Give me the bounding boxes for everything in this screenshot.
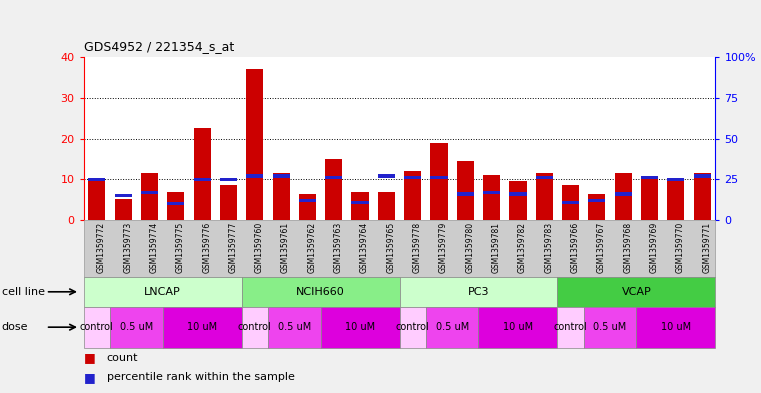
- Bar: [667, 181, 684, 220]
- Text: ■: ■: [84, 371, 95, 384]
- Bar: [693, 173, 711, 220]
- Bar: [247, 69, 263, 220]
- Bar: [299, 199, 316, 202]
- Bar: [115, 199, 132, 220]
- Text: control: control: [238, 322, 272, 332]
- Bar: [377, 174, 395, 178]
- Text: dose: dose: [2, 322, 28, 332]
- Bar: [588, 199, 606, 202]
- Bar: [220, 178, 237, 181]
- Text: LNCAP: LNCAP: [145, 287, 181, 297]
- Text: GSM1359783: GSM1359783: [544, 222, 553, 273]
- Text: GSM1359761: GSM1359761: [281, 222, 290, 273]
- Text: GSM1359762: GSM1359762: [307, 222, 317, 273]
- Text: 10 uM: 10 uM: [345, 322, 375, 332]
- Bar: [509, 192, 527, 196]
- Bar: [404, 176, 422, 179]
- Text: GSM1359772: GSM1359772: [97, 222, 106, 273]
- Bar: [325, 176, 342, 179]
- Text: GSM1359781: GSM1359781: [492, 222, 501, 273]
- Bar: [141, 191, 158, 194]
- Bar: [193, 178, 211, 181]
- Text: GSM1359775: GSM1359775: [176, 222, 185, 273]
- Text: GSM1359770: GSM1359770: [676, 222, 685, 273]
- Text: GSM1359777: GSM1359777: [228, 222, 237, 273]
- Text: PC3: PC3: [468, 287, 489, 297]
- Bar: [167, 191, 184, 220]
- Text: GSM1359776: GSM1359776: [202, 222, 211, 273]
- Text: GSM1359779: GSM1359779: [439, 222, 448, 273]
- Text: GSM1359769: GSM1359769: [650, 222, 658, 273]
- Bar: [167, 202, 184, 206]
- Bar: [457, 192, 474, 196]
- Text: count: count: [107, 353, 138, 363]
- Text: 0.5 uM: 0.5 uM: [594, 322, 627, 332]
- Bar: [352, 200, 368, 204]
- Bar: [141, 173, 158, 220]
- Bar: [641, 179, 658, 220]
- Text: 0.5 uM: 0.5 uM: [278, 322, 311, 332]
- Bar: [483, 175, 500, 220]
- Text: 0.5 uM: 0.5 uM: [119, 322, 153, 332]
- Bar: [562, 185, 579, 220]
- Bar: [667, 178, 684, 181]
- Text: GSM1359780: GSM1359780: [465, 222, 474, 273]
- Bar: [693, 174, 711, 178]
- Bar: [220, 185, 237, 220]
- Text: GSM1359771: GSM1359771: [702, 222, 712, 273]
- Bar: [115, 194, 132, 197]
- Text: control: control: [396, 322, 429, 332]
- Text: GSM1359765: GSM1359765: [387, 222, 396, 273]
- Bar: [272, 174, 290, 178]
- Bar: [404, 171, 422, 220]
- Bar: [615, 192, 632, 196]
- Bar: [377, 191, 395, 220]
- Text: GSM1359767: GSM1359767: [597, 222, 606, 273]
- Bar: [536, 176, 552, 179]
- Bar: [247, 174, 263, 178]
- Bar: [483, 191, 500, 194]
- Text: GSM1359774: GSM1359774: [149, 222, 158, 273]
- Text: 10 uM: 10 uM: [503, 322, 533, 332]
- Text: 10 uM: 10 uM: [661, 322, 691, 332]
- Bar: [431, 176, 447, 179]
- Bar: [509, 181, 527, 220]
- Bar: [272, 173, 290, 220]
- Bar: [88, 178, 106, 181]
- Bar: [536, 173, 552, 220]
- Bar: [352, 191, 368, 220]
- Text: control: control: [80, 322, 113, 332]
- Text: GSM1359763: GSM1359763: [334, 222, 342, 273]
- Text: GSM1359778: GSM1359778: [412, 222, 422, 273]
- Text: VCAP: VCAP: [622, 287, 651, 297]
- Text: cell line: cell line: [2, 287, 45, 297]
- Text: GSM1359760: GSM1359760: [255, 222, 264, 273]
- Bar: [588, 194, 606, 220]
- Bar: [457, 161, 474, 220]
- Bar: [325, 159, 342, 220]
- Bar: [193, 129, 211, 220]
- Bar: [299, 194, 316, 220]
- Text: 10 uM: 10 uM: [187, 322, 217, 332]
- Bar: [562, 200, 579, 204]
- Text: GDS4952 / 221354_s_at: GDS4952 / 221354_s_at: [84, 40, 234, 53]
- Bar: [88, 181, 106, 220]
- Text: GSM1359766: GSM1359766: [571, 222, 580, 273]
- Text: 0.5 uM: 0.5 uM: [435, 322, 469, 332]
- Text: GSM1359768: GSM1359768: [623, 222, 632, 273]
- Text: control: control: [554, 322, 587, 332]
- Text: percentile rank within the sample: percentile rank within the sample: [107, 372, 295, 382]
- Text: ■: ■: [84, 351, 95, 364]
- Text: GSM1359782: GSM1359782: [518, 222, 527, 273]
- Bar: [641, 176, 658, 179]
- Text: NCIH660: NCIH660: [296, 287, 345, 297]
- Bar: [431, 143, 447, 220]
- Text: GSM1359773: GSM1359773: [123, 222, 132, 273]
- Text: GSM1359764: GSM1359764: [360, 222, 369, 273]
- Bar: [615, 173, 632, 220]
